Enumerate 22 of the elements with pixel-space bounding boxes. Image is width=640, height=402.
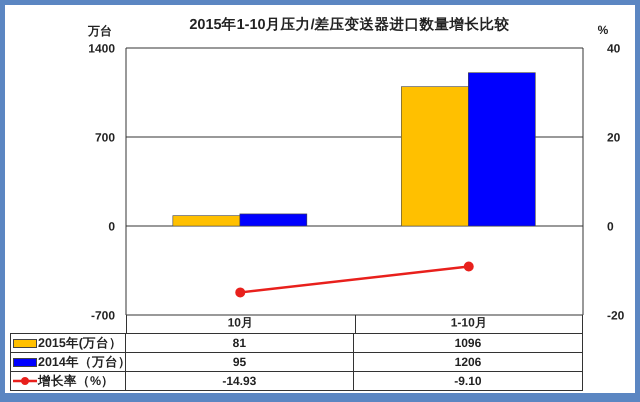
y2-tick-label: 40 xyxy=(607,41,621,56)
y-tick-label: 700 xyxy=(94,130,116,144)
x-tick-label: 10月 xyxy=(228,316,253,330)
legend-label: 2015年(万台） xyxy=(38,334,122,352)
data-label: -9.10 xyxy=(453,373,483,390)
data-label: 1206 xyxy=(454,354,482,371)
data-label: -14.93 xyxy=(126,372,354,390)
legend-label: 增长率（%） xyxy=(38,372,114,390)
data-label: 81 xyxy=(126,334,354,352)
data-label: 95 xyxy=(232,355,246,369)
x-tick-label: 1-10月 xyxy=(450,316,487,330)
y-tick-label: 1400 xyxy=(88,41,116,56)
y2-tick-label: 20 xyxy=(607,130,621,144)
data-label: 1096 xyxy=(454,335,482,352)
y-axis-title: 万台 xyxy=(87,24,112,38)
y2-axis-title: % xyxy=(598,23,609,38)
y-tick-label: 0 xyxy=(108,219,116,234)
y2-tick-label: -20 xyxy=(607,308,625,322)
chart-title: 2015年1-10月压力/差压变送器进口数量增长比较 xyxy=(189,17,510,33)
y-tick-label: -700 xyxy=(90,308,116,322)
legend-label: 2014年（万台） xyxy=(38,354,131,370)
y2-tick-label: 0 xyxy=(607,219,614,234)
